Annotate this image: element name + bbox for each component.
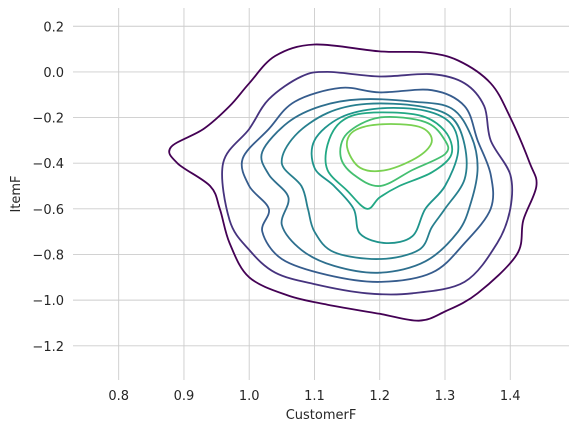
- y-tick-label: −0.8: [32, 248, 64, 263]
- x-tick-label: 1.2: [369, 389, 390, 404]
- y-axis-label: ItemF: [9, 175, 24, 212]
- x-tick-label: 0.9: [174, 389, 195, 404]
- y-tick-label: 0.0: [43, 66, 64, 81]
- contour-level-6: [310, 107, 460, 245]
- y-tick-label: −0.6: [32, 203, 64, 218]
- x-gridlines: [118, 8, 511, 380]
- x-tick-label: 0.8: [108, 389, 129, 404]
- y-tick-label: −1.2: [32, 340, 64, 355]
- plot-area: [73, 8, 569, 380]
- x-tick-label: 1.4: [500, 389, 521, 404]
- contour-lines: [168, 43, 538, 322]
- y-tick-label: −0.4: [32, 157, 64, 172]
- contour-level-7: [324, 111, 454, 210]
- contour-level-4: [260, 98, 479, 274]
- contour-level-9: [345, 123, 433, 173]
- x-tick-labels: 0.8 0.9 1.0 1.1 1.2 1.3 1.4: [108, 389, 520, 404]
- y-tick-label: −1.0: [32, 294, 64, 309]
- x-tick-label: 1.0: [239, 389, 260, 404]
- x-tick-label: 1.1: [304, 389, 325, 404]
- contour-level-1: [168, 43, 538, 322]
- y-tick-labels: 0.2 0.0 −0.2 −0.4 −0.6 −0.8 −1.0 −1.2: [32, 20, 64, 355]
- contour-level-8: [339, 115, 450, 187]
- x-tick-label: 1.3: [435, 389, 456, 404]
- x-axis-label: CustomerF: [286, 408, 357, 423]
- contour-level-5: [280, 102, 468, 260]
- y-tick-label: 0.2: [43, 20, 64, 35]
- contour-level-2: [221, 71, 514, 296]
- y-tick-label: −0.2: [32, 112, 64, 127]
- contour-level-3: [240, 86, 495, 283]
